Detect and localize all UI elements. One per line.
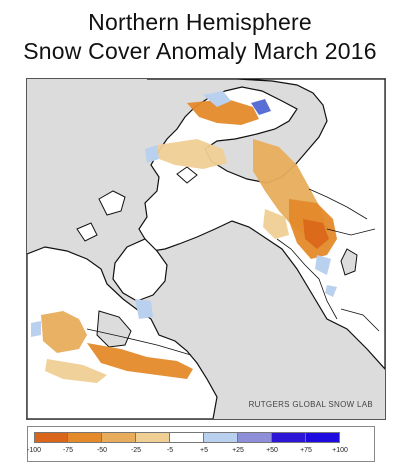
legend-tick-label: +50 <box>266 447 278 454</box>
eurasia-positive-anomaly <box>145 91 337 297</box>
greenland-land <box>112 238 168 302</box>
legend-tick-label: -50 <box>96 447 108 454</box>
legend-swatch-4 <box>170 432 204 443</box>
north-america-anomaly <box>31 299 193 383</box>
color-legend: -100 -75 -50 -25 -5 +5 +25 +50 +75 +100 <box>27 426 375 462</box>
hudson-bay <box>96 310 132 348</box>
legend-swatch-8 <box>306 432 340 443</box>
legend-swatch-6 <box>238 432 272 443</box>
legend-swatch-7 <box>272 432 306 443</box>
legend-tick-label: +5 <box>200 447 208 454</box>
eurasia-negative-anomaly <box>157 99 337 259</box>
legend-swatch-0 <box>34 432 68 443</box>
snow-anomaly-map: RUTGERS GLOBAL SNOW LAB <box>26 78 386 420</box>
credit-label: RUTGERS GLOBAL SNOW LAB <box>248 400 373 409</box>
title-line-2: Snow Cover Anomaly March 2016 <box>23 38 377 64</box>
legend-swatch-3 <box>136 432 170 443</box>
legend-swatch-2 <box>102 432 136 443</box>
legend-swatch-5 <box>204 432 238 443</box>
legend-tick-label: -5 <box>166 447 174 454</box>
title-line-1: Northern Hemisphere <box>88 9 312 35</box>
legend-tick-label: +75 <box>300 447 312 454</box>
country-borders <box>86 188 380 356</box>
arctic-islands <box>76 166 198 242</box>
legend-tick-label: -25 <box>130 447 142 454</box>
legend-swatch-1 <box>68 432 102 443</box>
legend-swatches <box>34 432 340 443</box>
map-svg <box>27 79 385 419</box>
legend-tick-label: +25 <box>232 447 244 454</box>
caspian-sea <box>340 248 358 276</box>
legend-tick-label: -100 <box>26 447 42 454</box>
legend-tick-label: +100 <box>332 447 348 454</box>
legend-tick-label: -75 <box>62 447 74 454</box>
